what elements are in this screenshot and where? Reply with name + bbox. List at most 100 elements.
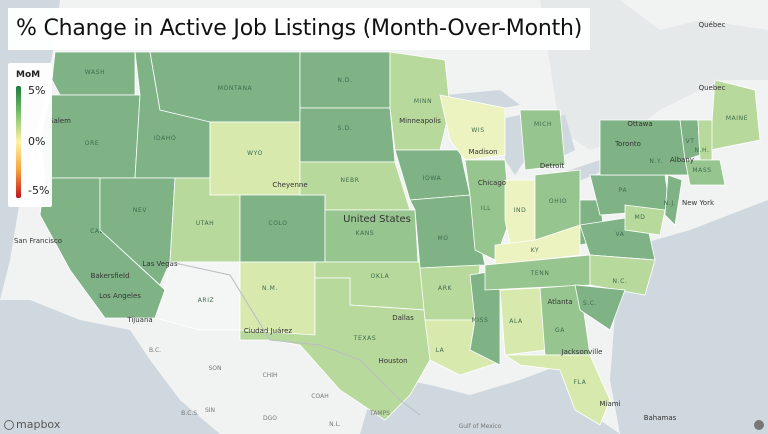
- state-label: GA: [555, 327, 565, 334]
- city-label: Ciudad Juárez: [244, 327, 292, 335]
- state-label: MINN: [414, 98, 432, 105]
- state-label: MICH: [534, 121, 552, 128]
- state-sd[interactable]: [299, 107, 396, 163]
- city-label: San Francisco: [14, 237, 62, 245]
- state-label: IND: [514, 207, 527, 214]
- state-ore[interactable]: [39, 94, 141, 179]
- city-label: Québec: [699, 21, 726, 29]
- country-label: United States: [343, 214, 411, 225]
- city-label: Minneapolis: [399, 117, 441, 125]
- city-label: Salem: [49, 117, 71, 125]
- state-label: NEV: [133, 207, 147, 214]
- city-label: Los Angeles: [99, 292, 141, 300]
- state-nc[interactable]: [589, 254, 656, 296]
- region-label: TAMPS: [369, 410, 390, 417]
- city-label: Toronto: [614, 140, 641, 148]
- city-label: Las Vegas: [143, 260, 178, 268]
- gulf-of-mexico: [360, 365, 620, 434]
- city-label: Chicago: [478, 179, 506, 187]
- legend-mid-label: 0%: [28, 135, 46, 148]
- legend-min-label: -5%: [28, 184, 50, 197]
- state-label: N.Y.: [649, 158, 662, 165]
- state-label: CALIF: [90, 228, 110, 235]
- state-ny[interactable]: [599, 119, 691, 176]
- legend-title: MoM: [16, 70, 41, 80]
- city-label: Quebec: [699, 84, 726, 92]
- region-label: DGO: [263, 415, 277, 422]
- canada-land: [540, 0, 768, 150]
- state-label: COLO: [268, 220, 287, 227]
- state-label: FLA: [574, 379, 587, 386]
- state-label: WYO: [247, 150, 263, 157]
- state-label: OHIO: [549, 198, 567, 205]
- region-label: SON: [208, 365, 221, 372]
- state-label: ILL: [481, 205, 491, 212]
- state-label: MAINE: [726, 115, 748, 122]
- city-label: Detroit: [540, 162, 564, 170]
- region-label: N.L.: [329, 421, 341, 428]
- state-nj[interactable]: [664, 174, 683, 226]
- state-label: ORE: [85, 140, 99, 147]
- state-texas[interactable]: [239, 277, 431, 421]
- city-label: Bahamas: [644, 414, 677, 422]
- state-ark[interactable]: [419, 264, 481, 321]
- state-label: MO: [437, 235, 448, 242]
- state-label: N.J.: [664, 200, 676, 207]
- region-label: SIN: [205, 407, 215, 414]
- state-label: N.H.: [694, 147, 709, 154]
- state-label: NEBR: [341, 177, 360, 184]
- state-sc[interactable]: [574, 284, 626, 331]
- state-label: N.C.: [613, 278, 628, 285]
- state-wis[interactable]: [439, 94, 506, 161]
- pacific-south: [0, 300, 220, 434]
- region-label: B.C.S.: [181, 410, 199, 417]
- state-nh[interactable]: [697, 119, 713, 161]
- state-mass[interactable]: [684, 159, 726, 186]
- state-label: MASS: [692, 167, 711, 174]
- state-mich[interactable]: [519, 109, 566, 171]
- state-colo[interactable]: [239, 194, 326, 263]
- state-label: TENN: [530, 270, 550, 277]
- state-label: TEXAS: [353, 335, 376, 342]
- state-label: WASH: [85, 69, 105, 76]
- state-label: ARK: [438, 285, 452, 292]
- state-label: UTAH: [196, 220, 215, 227]
- state-label: S.C.: [583, 300, 597, 307]
- region-label: B.C.: [149, 347, 161, 354]
- city-label: Bakersfield: [91, 272, 130, 280]
- state-label: WIS: [471, 127, 484, 134]
- attribution-info-icon[interactable]: [754, 420, 764, 430]
- state-label: N.M.: [262, 285, 278, 292]
- lake-michigan: [505, 115, 525, 175]
- city-label: New York: [682, 199, 715, 207]
- state-md[interactable]: [624, 204, 666, 236]
- state-label: S.D.: [338, 125, 353, 132]
- city-label: Dallas: [392, 314, 414, 322]
- legend: MoM 5% 0% -5%: [8, 63, 52, 207]
- city-label: Cheyenne: [272, 181, 307, 189]
- state-nev[interactable]: [99, 177, 176, 286]
- city-label: Houston: [378, 357, 407, 365]
- mapbox-logo-icon: [4, 420, 14, 430]
- state-label: OKLA: [371, 273, 390, 280]
- state-label: MISS: [472, 317, 489, 324]
- state-label: N.D.: [337, 77, 352, 84]
- city-label: Miami: [599, 400, 620, 408]
- mexico-border: [169, 261, 421, 416]
- city-label: Madison: [468, 148, 497, 156]
- state-label: ALA: [509, 318, 523, 325]
- state-label: MD: [635, 214, 646, 221]
- region-label: CHIH: [263, 372, 278, 379]
- state-label: VT: [686, 138, 695, 145]
- city-label: Jacksonville: [561, 348, 603, 356]
- legend-color-ramp: [16, 86, 21, 198]
- state-label: IOWA: [423, 175, 442, 182]
- state-label: IDAHO: [154, 135, 177, 142]
- state-label: MONTANA: [218, 85, 253, 92]
- mapbox-logo[interactable]: mapbox: [4, 418, 60, 431]
- state-label: KY: [531, 247, 540, 254]
- state-fla[interactable]: [503, 354, 611, 426]
- legend-max-label: 5%: [28, 84, 46, 97]
